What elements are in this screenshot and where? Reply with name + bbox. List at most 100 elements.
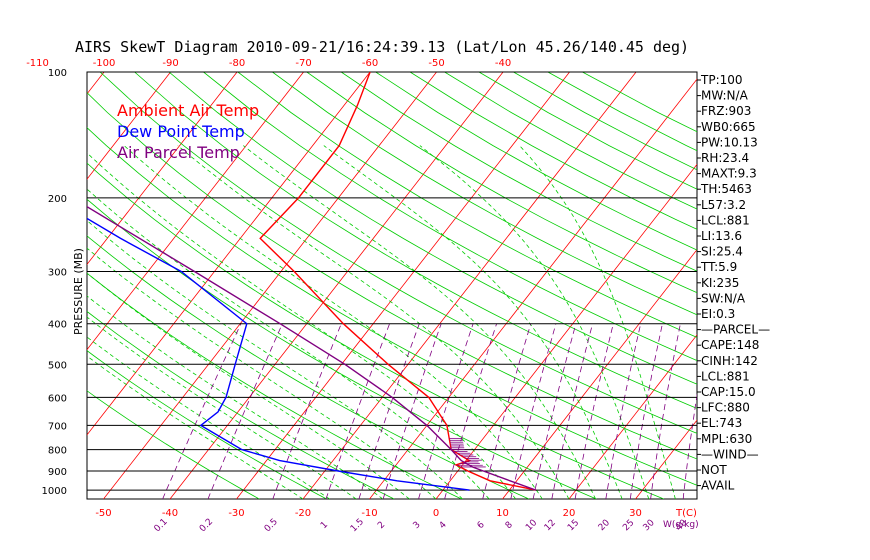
dry-adiabat-line: [87, 127, 697, 486]
pressure-tick-label: 1000: [42, 486, 67, 497]
isotherm-line: [568, 334, 697, 499]
isotherm-line: [169, 72, 504, 499]
mixing-ratio-line: [207, 323, 283, 499]
pressure-tick-label: 500: [48, 360, 67, 371]
legend-entry: Air Parcel Temp: [117, 143, 240, 162]
index-label: LCL:881: [701, 213, 750, 227]
series-layer: [87, 72, 537, 491]
index-label: L57:3.2: [701, 198, 746, 212]
mixing-ratio-tick-label: 15: [566, 518, 581, 533]
mixing-ratio-tick-label: 1: [319, 520, 330, 531]
isotherm-line: [502, 248, 697, 499]
index-label: TP:100: [700, 73, 743, 87]
mixing-ratio-tick-label: 0.5: [263, 517, 280, 534]
index-label: NOT: [701, 463, 727, 477]
index-label: MPL:630: [701, 432, 752, 446]
bottom-temp-tick-label: 0: [433, 508, 439, 519]
isotherm-line: [87, 72, 371, 436]
bottom-temp-tick-label: -10: [361, 508, 377, 519]
bottom-temp-tick-label: 30: [629, 508, 642, 519]
chart-title: AIRS SkewT Diagram 2010-09-21/16:24:39.1…: [75, 38, 689, 56]
index-label: SW:N/A: [701, 291, 746, 305]
top-temp-tick-label: -60: [362, 58, 378, 69]
pressure-tick-label: 300: [48, 268, 67, 279]
moist-adiabat-line: [87, 247, 437, 499]
index-label: CAP:15.0: [701, 385, 756, 399]
index-label: MAXT:9.3: [701, 167, 757, 181]
index-label: —WIND—: [701, 447, 759, 461]
bottom-temp-tick-label: -30: [228, 508, 244, 519]
moist-adiabat-line: [87, 272, 410, 499]
mixing-ratio-tick-label: 25: [621, 518, 636, 533]
isotherm-line: [835, 72, 870, 499]
index-label: WB0:665: [701, 120, 756, 134]
index-label: CINH:142: [701, 354, 758, 368]
moist-adiabat-line: [87, 355, 304, 499]
y-axis-label: PRESSURE (MB): [72, 248, 85, 335]
mixing-ratio-tick-label: 12: [543, 518, 558, 533]
top-temp-tick-label: -70: [295, 58, 311, 69]
dry-adiabat-line: [87, 350, 327, 499]
legend: Ambient Air Temp Dew Point Temp Air Parcel…: [117, 101, 259, 162]
pressure-tick-label: 100: [48, 68, 67, 79]
index-label: AVAIL: [701, 479, 735, 493]
index-label: LCL:881: [701, 369, 750, 383]
index-label: —PARCEL—: [701, 323, 770, 337]
dry-adiabat-line: [478, 72, 697, 190]
grid-layer: [87, 72, 870, 499]
pressure-tick-label: 600: [48, 393, 67, 404]
index-label: TH:5463: [700, 182, 752, 196]
isotherm-line: [87, 72, 171, 180]
mixing-unit-label: W(g/kg): [663, 520, 699, 530]
bottom-temp-tick-label: 10: [496, 508, 509, 519]
mixing-ratio-line: [510, 323, 557, 499]
moist-adiabat-line: [519, 145, 676, 499]
isotherm-line: [87, 72, 238, 266]
mixing-ratio-tick-label: 0.1: [153, 517, 170, 534]
index-label: FRZ:903: [701, 104, 751, 118]
pressure-tick-label: 800: [48, 446, 67, 457]
mixing-ratio-line: [629, 323, 663, 499]
mixing-ratio-tick-label: 20: [597, 518, 612, 533]
index-label: KI:235: [701, 276, 739, 290]
mixing-ratio-tick-label: 4: [438, 520, 449, 531]
dry-adiabat-line: [87, 92, 697, 460]
dry-adiabat-line: [87, 390, 260, 499]
isotherm-line: [236, 72, 570, 499]
moist-adiabat-line: [87, 295, 384, 499]
index-label: TT:5.9: [700, 260, 737, 274]
isotherm-line: [635, 419, 697, 499]
isotherm-line: [87, 72, 304, 351]
mixing-ratio-line: [358, 323, 420, 499]
pressure-tick-label: 400: [48, 320, 67, 331]
isotherm-line: [769, 72, 870, 499]
isotherm-line: [435, 163, 697, 499]
dry-adiabat-line: [203, 72, 697, 361]
dry-adiabat-line: [134, 72, 697, 409]
mixing-ratio-line: [605, 323, 642, 499]
index-label: LI:13.6: [701, 229, 742, 243]
index-label: MW:N/A: [701, 89, 749, 103]
top-temp-tick-label: -40: [495, 58, 511, 69]
bottom-temp-tick-label: -50: [95, 508, 111, 519]
mixing-ratio-line: [418, 323, 474, 499]
isotherm-line: [302, 72, 637, 499]
mixing-ratio-tick-label: 10: [524, 518, 539, 533]
bottom-temp-tick-label: -40: [162, 508, 178, 519]
index-label: EI:0.3: [701, 307, 735, 321]
series-line-2: [87, 217, 470, 491]
mixing-ratio-line: [272, 323, 342, 499]
mixing-ratio-line: [325, 323, 390, 499]
dry-adiabat-line: [87, 198, 597, 499]
mixing-ratio-line: [162, 323, 242, 499]
mixing-ratio-tick-label: 6: [476, 520, 487, 531]
dry-adiabat-line: [444, 72, 697, 210]
isotherm-line: [87, 72, 105, 95]
dry-adiabat-line: [99, 72, 697, 434]
legend-entry: Ambient Air Temp: [117, 101, 259, 120]
mixing-ratio-tick-label: 30: [642, 518, 657, 533]
mixing-ratio-tick-label: 0.2: [198, 517, 215, 534]
pressure-tick-label: 200: [48, 194, 67, 205]
